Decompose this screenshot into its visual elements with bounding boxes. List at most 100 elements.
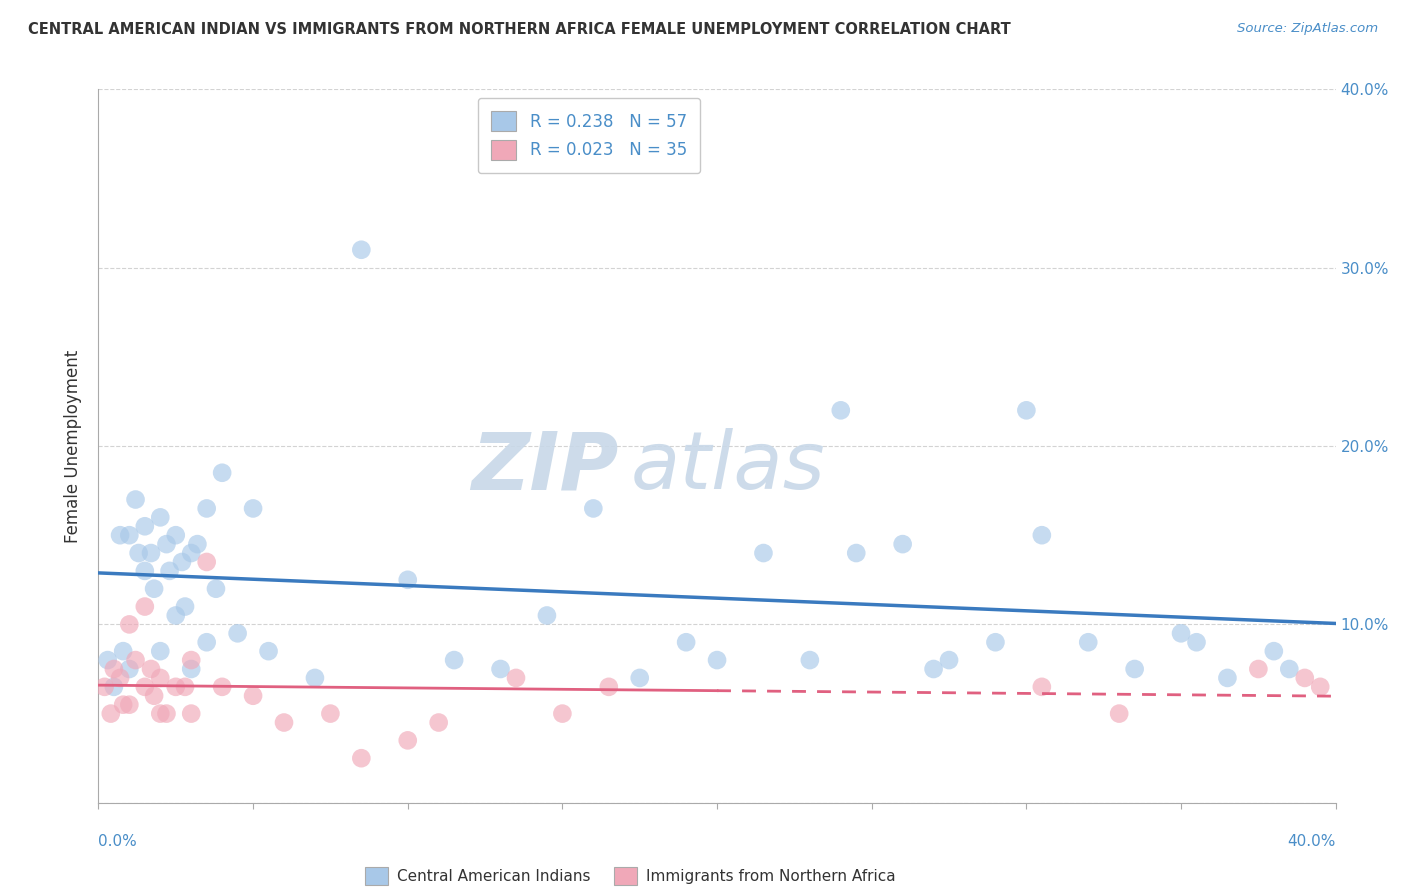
Point: [1247, 662, 1270, 676]
Point: [149, 671, 172, 685]
Point: [226, 626, 249, 640]
Point: [582, 501, 605, 516]
Point: [1263, 644, 1285, 658]
Point: [706, 653, 728, 667]
Point: [180, 706, 202, 721]
Point: [118, 662, 141, 676]
Point: [1077, 635, 1099, 649]
Point: [170, 555, 193, 569]
Point: [143, 689, 166, 703]
Point: [134, 519, 156, 533]
Point: [128, 546, 150, 560]
Point: [319, 706, 342, 721]
Point: [118, 528, 141, 542]
Point: [93, 680, 115, 694]
Point: [551, 706, 574, 721]
Point: [1123, 662, 1146, 676]
Point: [211, 466, 233, 480]
Point: [134, 680, 156, 694]
Point: [97, 653, 120, 667]
Point: [1031, 528, 1053, 542]
Point: [180, 662, 202, 676]
Point: [124, 653, 146, 667]
Point: [174, 680, 197, 694]
Point: [186, 537, 208, 551]
Point: [830, 403, 852, 417]
Point: [1185, 635, 1208, 649]
Point: [1170, 626, 1192, 640]
Point: [108, 528, 131, 542]
Point: [134, 599, 156, 614]
Point: [124, 492, 146, 507]
Point: [675, 635, 697, 649]
Point: [891, 537, 914, 551]
Point: [443, 653, 465, 667]
Point: [159, 564, 181, 578]
Point: [118, 698, 141, 712]
Text: Source: ZipAtlas.com: Source: ZipAtlas.com: [1237, 22, 1378, 36]
Point: [155, 537, 177, 551]
Point: [205, 582, 228, 596]
Point: [174, 599, 197, 614]
Point: [598, 680, 620, 694]
Point: [273, 715, 295, 730]
Point: [984, 635, 1007, 649]
Point: [257, 644, 280, 658]
Point: [799, 653, 821, 667]
Point: [628, 671, 651, 685]
Point: [845, 546, 868, 560]
Point: [134, 564, 156, 578]
Y-axis label: Female Unemployment: Female Unemployment: [65, 350, 83, 542]
Point: [242, 689, 264, 703]
Point: [489, 662, 512, 676]
Point: [396, 573, 419, 587]
Point: [195, 555, 218, 569]
Point: [1031, 680, 1053, 694]
Point: [304, 671, 326, 685]
Point: [143, 582, 166, 596]
Text: CENTRAL AMERICAN INDIAN VS IMMIGRANTS FROM NORTHERN AFRICA FEMALE UNEMPLOYMENT C: CENTRAL AMERICAN INDIAN VS IMMIGRANTS FR…: [28, 22, 1011, 37]
Point: [922, 662, 945, 676]
Point: [350, 243, 373, 257]
Point: [195, 501, 218, 516]
Point: [103, 680, 125, 694]
Point: [1015, 403, 1038, 417]
Point: [536, 608, 558, 623]
Point: [1278, 662, 1301, 676]
Point: [505, 671, 527, 685]
Point: [112, 644, 135, 658]
Point: [1294, 671, 1316, 685]
Point: [427, 715, 450, 730]
Point: [752, 546, 775, 560]
Legend: Central American Indians, Immigrants from Northern Africa: Central American Indians, Immigrants fro…: [360, 861, 901, 891]
Point: [149, 510, 172, 524]
Point: [165, 608, 187, 623]
Point: [396, 733, 419, 747]
Point: [100, 706, 122, 721]
Point: [165, 528, 187, 542]
Point: [103, 662, 125, 676]
Point: [118, 617, 141, 632]
Text: ZIP: ZIP: [471, 428, 619, 507]
Point: [165, 680, 187, 694]
Point: [1309, 680, 1331, 694]
Point: [139, 546, 162, 560]
Point: [1108, 706, 1130, 721]
Point: [108, 671, 131, 685]
Point: [350, 751, 373, 765]
Point: [1216, 671, 1239, 685]
Point: [211, 680, 233, 694]
Text: 0.0%: 0.0%: [98, 834, 138, 849]
Text: 40.0%: 40.0%: [1288, 834, 1336, 849]
Point: [149, 706, 172, 721]
Text: atlas: atlas: [630, 428, 825, 507]
Point: [112, 698, 135, 712]
Point: [155, 706, 177, 721]
Point: [195, 635, 218, 649]
Point: [242, 501, 264, 516]
Point: [938, 653, 960, 667]
Point: [149, 644, 172, 658]
Point: [180, 546, 202, 560]
Point: [139, 662, 162, 676]
Point: [180, 653, 202, 667]
